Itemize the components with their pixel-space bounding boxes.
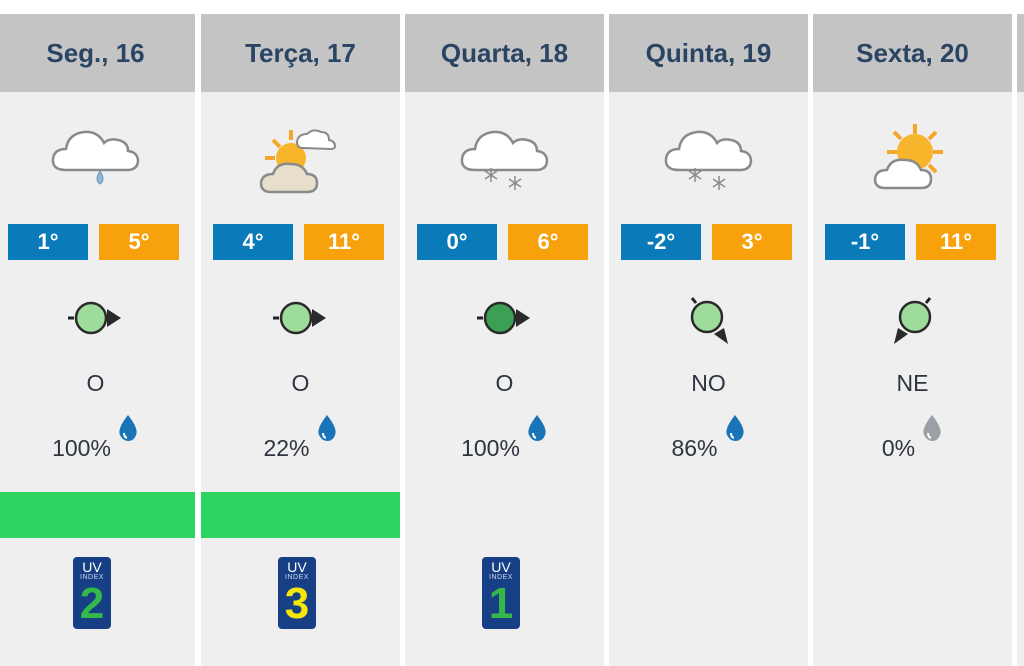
temp-max: 3° xyxy=(712,224,792,260)
day-header[interactable]: Quarta, 18 xyxy=(405,14,604,92)
temperature-row: -1° 11° xyxy=(813,224,1012,260)
uv-index-badge: UV INDEX 3 xyxy=(278,557,316,629)
uv-label: UV xyxy=(82,559,102,575)
status-bar xyxy=(201,492,400,538)
day-column-5[interactable]: Sexta, 20 -1° 11° NE xyxy=(813,14,1012,666)
raindrop-icon xyxy=(316,413,338,448)
sun-clouds-icon xyxy=(201,118,400,218)
uv-value: 2 xyxy=(79,579,105,628)
uv-label: UV xyxy=(491,559,511,575)
temperature-row: 1° 5° xyxy=(0,224,195,260)
uv-value: 1 xyxy=(488,579,514,628)
day-column-4[interactable]: Quinta, 19 -2° 3° NO 86% xyxy=(609,14,808,666)
temperature-row: -2° 3° xyxy=(609,224,808,260)
wind-direction: O xyxy=(86,370,105,396)
status-bar xyxy=(0,492,195,538)
day-header[interactable]: Quinta, 19 xyxy=(609,14,808,92)
cloud-snow-icon xyxy=(609,118,808,218)
cloud-snow-icon xyxy=(405,118,604,218)
rain-percent: 100% xyxy=(461,435,520,461)
day-column-6-partial[interactable] xyxy=(1017,14,1024,666)
temp-min: -2° xyxy=(621,224,701,260)
wind-direction: NE xyxy=(896,370,929,396)
rain-percent: 100% xyxy=(52,435,111,461)
wind-arrow-southwest-icon xyxy=(813,294,1012,344)
temperature-row: 4° 11° xyxy=(201,224,400,260)
temp-max: 11° xyxy=(916,224,996,260)
wind-direction: O xyxy=(495,370,514,396)
raindrop-icon xyxy=(724,413,746,448)
cloud-rain-icon xyxy=(0,118,195,218)
rain-probability: 86% xyxy=(609,415,808,462)
day-header[interactable] xyxy=(1017,14,1024,92)
temp-max: 11° xyxy=(304,224,384,260)
raindrop-icon xyxy=(117,413,139,448)
temp-max: 5° xyxy=(99,224,179,260)
day-header[interactable]: Sexta, 20 xyxy=(813,14,1012,92)
temp-min: 4° xyxy=(213,224,293,260)
raindrop-icon xyxy=(526,413,548,448)
uv-sublabel: INDEX xyxy=(489,574,513,581)
wind-direction: O xyxy=(291,370,310,396)
day-column-2[interactable]: Terça, 17 4° 11° O xyxy=(201,14,400,666)
rain-percent: 0% xyxy=(881,435,916,461)
uv-label: UV xyxy=(287,559,307,575)
temperature-row: 0° 6° xyxy=(405,224,604,260)
rain-probability: 100% xyxy=(405,415,604,462)
rain-probability: 100% xyxy=(0,415,195,462)
rain-percent: 22% xyxy=(263,435,310,461)
wind-arrow-east-icon xyxy=(201,294,400,344)
rain-probability: 0% xyxy=(813,415,1012,462)
uv-value: 3 xyxy=(284,579,310,628)
rain-percent: 86% xyxy=(671,435,718,461)
temp-min: 1° xyxy=(8,224,88,260)
uv-index-badge: UV INDEX 2 xyxy=(73,557,111,629)
wind-arrow-southeast-icon xyxy=(609,294,808,344)
temp-min: -1° xyxy=(825,224,905,260)
day-column-1[interactable]: Seg., 16 1° 5° O 100% UV xyxy=(0,14,195,666)
day-header[interactable]: Seg., 16 xyxy=(0,14,195,92)
rain-probability: 22% xyxy=(201,415,400,462)
day-header[interactable]: Terça, 17 xyxy=(201,14,400,92)
temp-min: 0° xyxy=(417,224,497,260)
day-column-3[interactable]: Quarta, 18 0° 6° O 100% xyxy=(405,14,604,666)
uv-sublabel: INDEX xyxy=(285,574,309,581)
wind-arrow-east-icon xyxy=(0,294,195,344)
temp-max: 6° xyxy=(508,224,588,260)
uv-sublabel: INDEX xyxy=(80,574,104,581)
sun-cloud-icon xyxy=(813,118,1012,218)
raindrop-icon xyxy=(921,413,943,448)
wind-direction: NO xyxy=(691,370,726,396)
wind-arrow-east-strong-icon xyxy=(405,294,604,344)
uv-index-badge: UV INDEX 1 xyxy=(482,557,520,629)
